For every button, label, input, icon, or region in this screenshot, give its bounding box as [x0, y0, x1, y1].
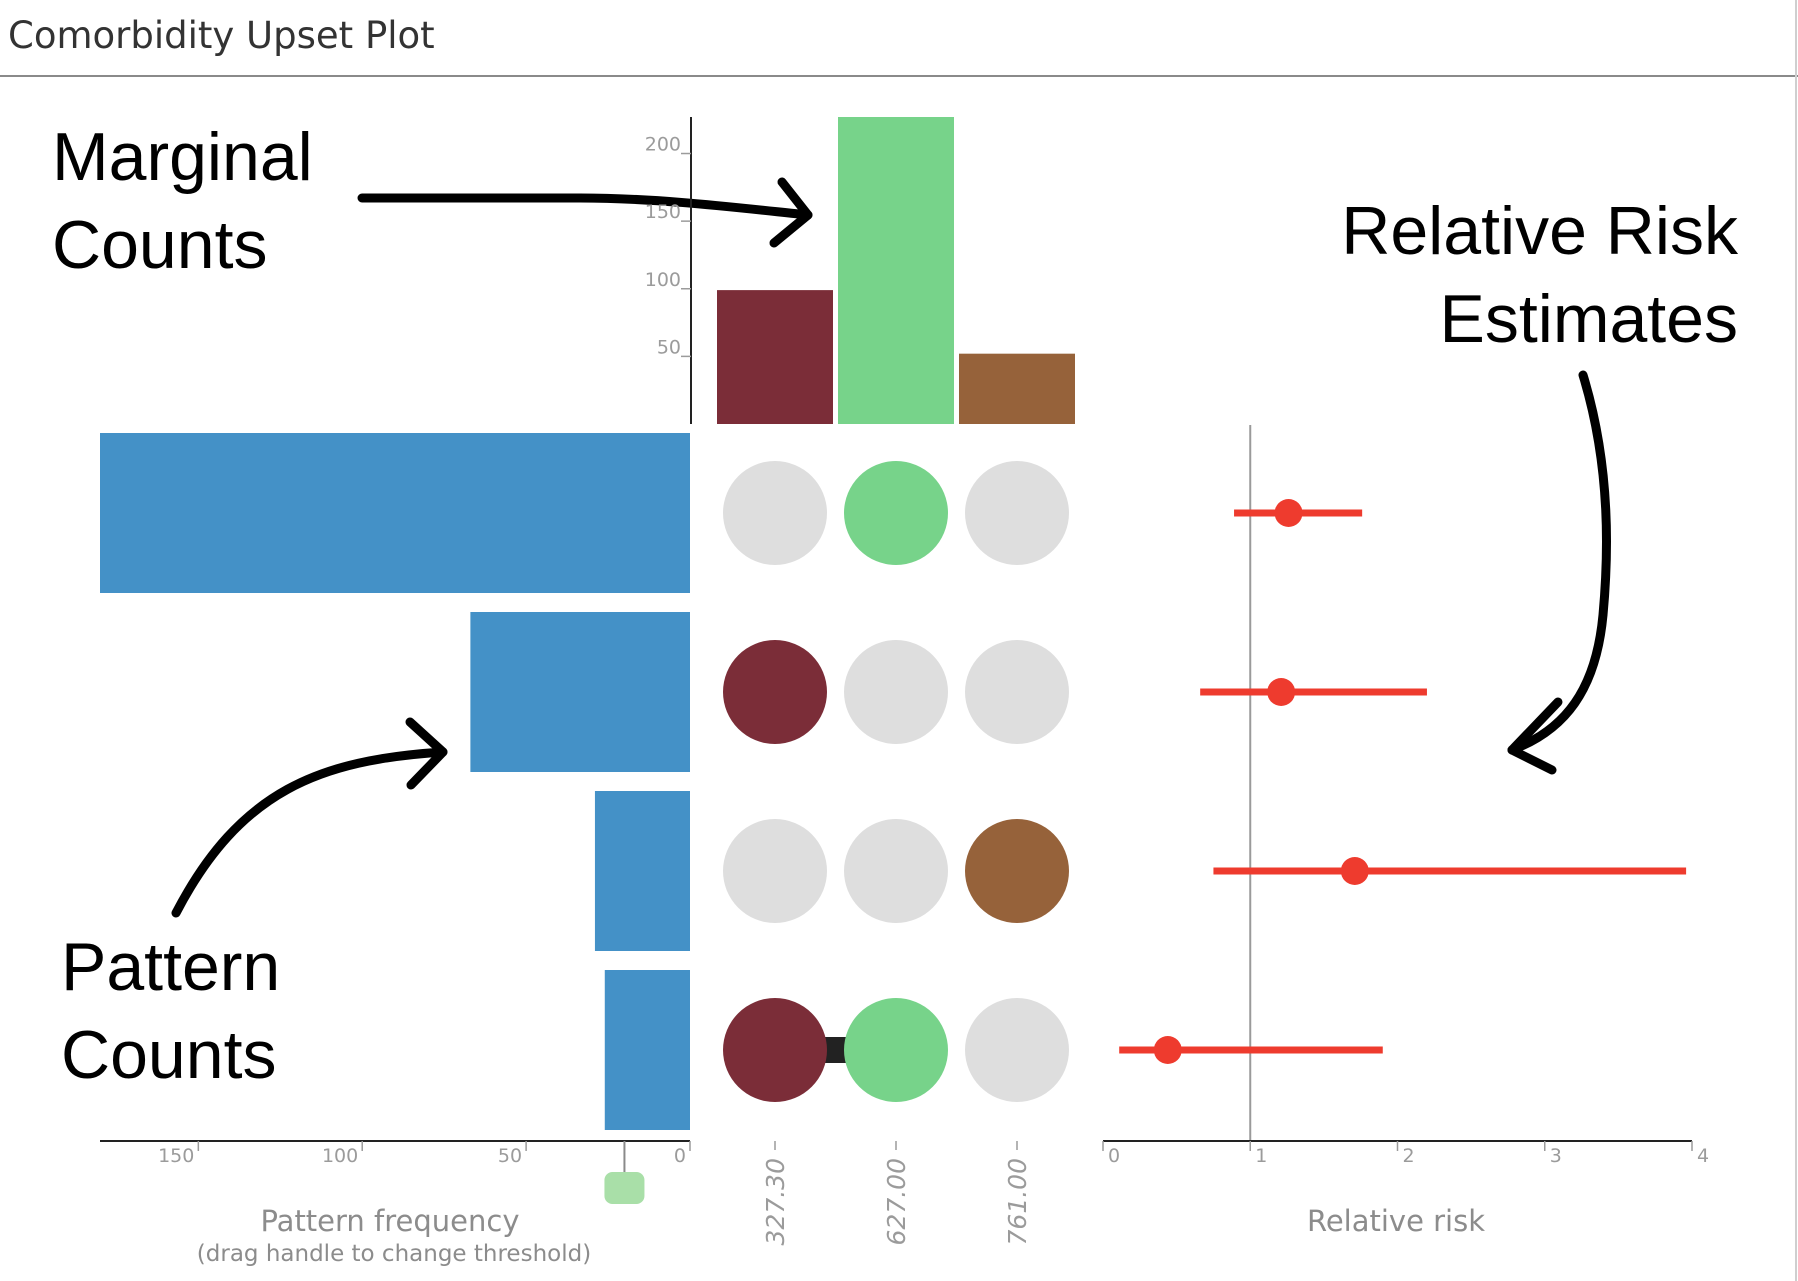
matrix-dot-active [965, 819, 1069, 923]
pattern-x-axis-note: (drag handle to change threshold) [197, 1241, 591, 1267]
arrow-marginal-counts [357, 193, 813, 220]
annotation-relative-risk-line2: Estimates [1439, 281, 1738, 357]
matrix-dot-active [723, 998, 827, 1102]
arrow-relative-risk [1507, 370, 1612, 755]
pattern-counts-chart: 150 100 50 0 Pattern frequency (drag handle t… [100, 433, 691, 1267]
matrix-dot-active [844, 998, 948, 1102]
matrix-dot-inactive [965, 640, 1069, 744]
annotation-relative-risk-line1: Relative Risk [1341, 193, 1739, 269]
risk-point [1267, 678, 1296, 706]
window-title: Comorbidity Upset Plot [8, 14, 435, 57]
pattern-bar [604, 970, 690, 1130]
threshold-drag-handle[interactable] [604, 1172, 645, 1204]
risk-point [1340, 857, 1369, 885]
pattern-x-tick-label: 150 [158, 1145, 194, 1167]
marginal-counts-chart: 50 100 150 200 [645, 117, 1075, 424]
set-label: 627.00 [882, 1158, 911, 1245]
pattern-x-tick-label: 100 [322, 1145, 358, 1167]
arrow-relative-risk-head [1507, 697, 1563, 775]
risk-x-axis-title: Relative risk [1307, 1204, 1485, 1238]
risk-x-tick-label: 0 [1108, 1145, 1120, 1167]
arrow-pattern-counts-head [405, 717, 448, 790]
annotation-pattern-counts-line2: Counts [61, 1017, 276, 1093]
pattern-x-axis-title: Pattern frequency [260, 1204, 519, 1238]
risk-x-tick-label: 3 [1550, 1145, 1562, 1167]
arrow-marginal-counts-head [769, 177, 813, 248]
annotation-labels: Marginal Counts Relative Risk Estimates … [52, 119, 1739, 1093]
marginal-bar [959, 353, 1075, 424]
risk-point [1153, 1036, 1182, 1064]
marginal-y-tick-label: 150 [645, 201, 681, 223]
window-right-border [1795, 0, 1797, 1281]
matrix-dot-active [723, 640, 827, 744]
title-divider [0, 75, 1798, 77]
risk-x-tick-label: 4 [1697, 1145, 1709, 1167]
matrix-dot-inactive [965, 461, 1069, 565]
pattern-x-tick-label: 50 [498, 1145, 522, 1167]
pattern-bar [594, 791, 690, 951]
annotation-marginal-counts-line1: Marginal [52, 119, 313, 195]
pattern-x-tick-label: 0 [674, 1145, 686, 1167]
matrix-dot-inactive [723, 461, 827, 565]
matrix-dot-inactive [965, 998, 1069, 1102]
marginal-bar [838, 117, 954, 424]
marginal-y-tick-label: 100 [645, 269, 681, 291]
marginal-y-tick-label: 200 [645, 134, 681, 156]
set-membership-matrix: 327.30 627.00 761.00 [723, 461, 1069, 1245]
annotation-pattern-counts-line1: Pattern [61, 929, 280, 1005]
marginal-y-tick-label: 50 [657, 336, 681, 358]
set-label: 327.30 [761, 1158, 790, 1245]
risk-x-tick-label: 1 [1255, 1145, 1267, 1167]
annotation-marginal-counts-line2: Counts [52, 207, 267, 283]
risk-x-tick-label: 2 [1403, 1145, 1415, 1167]
matrix-dot-active [844, 461, 948, 565]
marginal-bar [717, 290, 833, 424]
pattern-bar [470, 612, 690, 772]
set-label: 761.00 [1003, 1158, 1032, 1245]
pattern-bar [100, 433, 690, 593]
matrix-dot-inactive [844, 819, 948, 923]
relative-risk-chart: 0 1 2 3 4 Relative risk [1102, 425, 1709, 1238]
matrix-dot-inactive [844, 640, 948, 744]
arrow-pattern-counts [171, 747, 448, 918]
matrix-dot-inactive [723, 819, 827, 923]
risk-point [1274, 499, 1303, 527]
